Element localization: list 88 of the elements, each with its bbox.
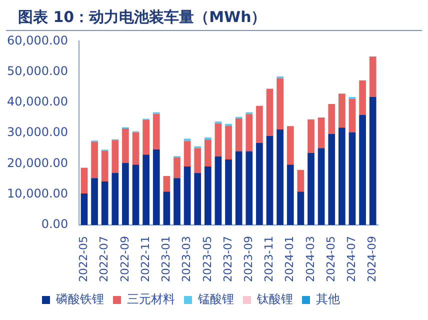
bar <box>348 132 356 226</box>
bar <box>204 137 212 140</box>
bar <box>348 98 356 132</box>
bar <box>80 193 88 226</box>
legend-label: 三元材料 <box>127 292 175 306</box>
bar <box>122 162 129 226</box>
bar <box>369 96 376 226</box>
bar <box>152 149 160 226</box>
bar <box>235 151 242 226</box>
x-tick-label: 2023-09 <box>242 236 256 282</box>
bar <box>338 128 346 226</box>
bar <box>163 176 170 192</box>
y-tick-label: 60,000.00 <box>6 33 68 48</box>
y-tick-label: 40,000.00 <box>6 94 68 109</box>
bar <box>256 106 263 143</box>
legend-label: 其他 <box>316 292 340 306</box>
y-tick-label: 30,000.00 <box>6 125 68 140</box>
bar <box>101 150 108 182</box>
bar <box>276 78 284 130</box>
bar <box>204 166 212 226</box>
x-tick-label: 2023-03 <box>180 236 194 282</box>
x-tick-label: 2024-03 <box>304 236 317 282</box>
legend-label: 锰酸锂 <box>197 292 234 306</box>
bar <box>276 129 284 226</box>
bar <box>225 159 232 226</box>
y-tick-label: 50,000.00 <box>6 64 68 78</box>
bar <box>297 192 304 226</box>
bar <box>101 182 108 226</box>
bar <box>214 156 222 226</box>
bar <box>142 120 150 155</box>
bar <box>286 164 294 226</box>
y-tick-label: 10,000.00 <box>6 186 68 201</box>
x-tick-label: 2022-11 <box>138 236 152 282</box>
chart-title: 图表 10：动力电池装车量（MWh） <box>6 0 422 31</box>
bar <box>204 140 212 167</box>
bar <box>369 56 376 97</box>
bar <box>174 157 180 178</box>
bar <box>194 172 202 226</box>
bar <box>132 132 140 165</box>
x-tick-label: 2023-11 <box>262 236 276 282</box>
bar <box>225 126 232 160</box>
bar <box>184 141 191 167</box>
bar <box>91 142 98 178</box>
bar <box>338 94 346 128</box>
bar <box>112 172 119 226</box>
bar <box>246 151 253 226</box>
legend-label: 钛酸锂 <box>256 292 293 306</box>
bar <box>80 168 88 194</box>
bar <box>308 119 314 154</box>
bar <box>266 136 274 226</box>
bar <box>184 166 191 226</box>
x-tick-label: 2022-09 <box>118 236 132 282</box>
x-tick-label: 2022-07 <box>98 236 111 282</box>
bar <box>318 148 325 226</box>
bar <box>246 114 253 152</box>
bar <box>112 140 119 173</box>
bar <box>174 178 180 226</box>
x-tick-label: 2024-09 <box>366 236 379 282</box>
bar <box>286 126 294 165</box>
y-tick-label: 0.00 <box>41 217 68 232</box>
bar <box>194 148 202 173</box>
bar <box>235 118 242 152</box>
bar <box>152 114 160 150</box>
x-tick-label: 2024-05 <box>324 236 338 282</box>
bar <box>122 128 129 163</box>
bar <box>318 117 325 148</box>
bar <box>163 192 170 226</box>
x-tick-label: 2024-07 <box>345 236 358 282</box>
bar <box>359 115 366 226</box>
bar <box>214 123 222 156</box>
legend-label: 磷酸铁锂 <box>55 292 104 306</box>
bar <box>142 154 150 226</box>
x-tick-label: 2024-01 <box>283 236 296 282</box>
x-tick-label: 2023-05 <box>200 236 214 282</box>
x-tick-label: 2022-05 <box>77 236 90 282</box>
y-tick-label: 20,000.00 <box>6 156 68 170</box>
bar <box>359 80 366 116</box>
x-tick-label: 2023-07 <box>221 236 234 282</box>
bar <box>328 134 336 226</box>
bar <box>91 178 98 226</box>
bar <box>308 153 314 226</box>
bar <box>297 170 304 192</box>
bar <box>266 88 274 136</box>
bar <box>184 138 191 142</box>
bar <box>132 164 140 226</box>
bar <box>328 104 336 134</box>
x-tick-label: 2023-01 <box>160 236 173 282</box>
bar <box>256 142 263 226</box>
